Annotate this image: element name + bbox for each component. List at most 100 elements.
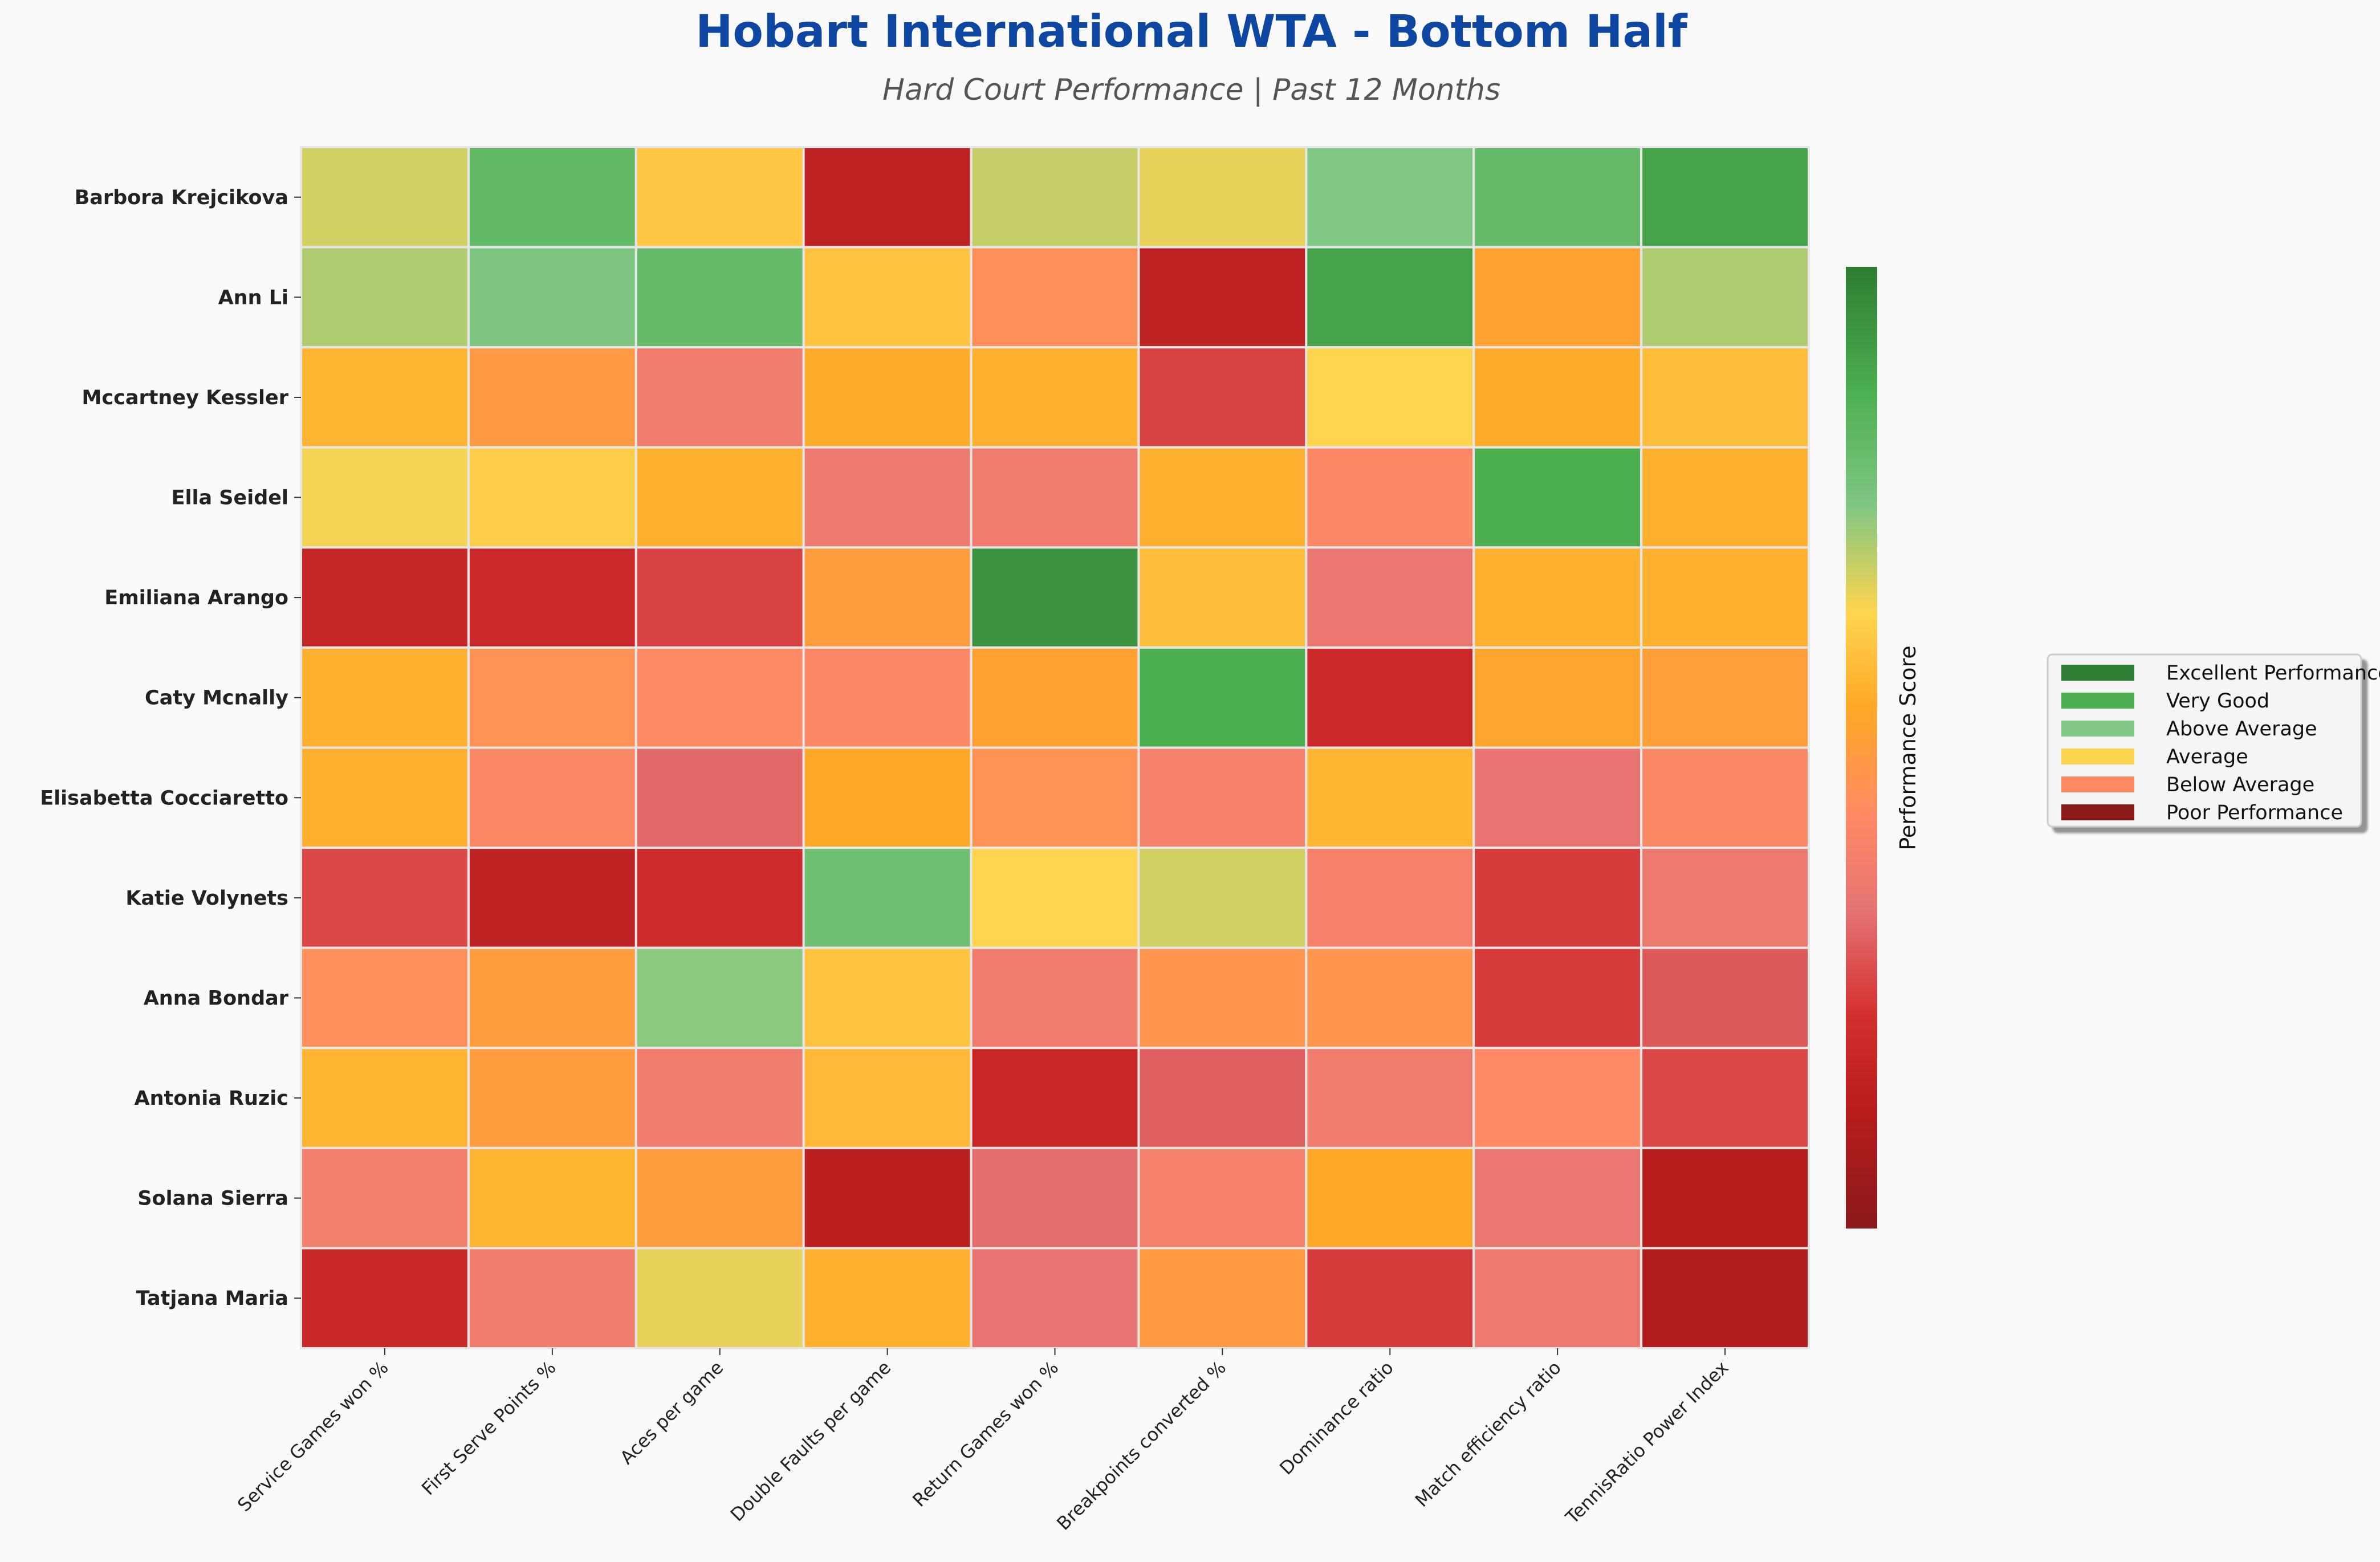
- legend-label: Average: [2166, 746, 2248, 768]
- row-label: Emiliana Arango: [104, 587, 288, 609]
- heatmap-cell: [1305, 746, 1475, 849]
- heatmap-cell: [802, 146, 973, 249]
- heatmap-cell: [300, 346, 470, 449]
- heatmap-cell: [1305, 1146, 1475, 1250]
- heatmap-cell: [1472, 1146, 1643, 1250]
- heatmap-cell: [467, 1247, 637, 1350]
- heatmap-cell: [1137, 346, 1308, 449]
- heatmap-cell: [1640, 246, 1810, 349]
- heatmap-cell: [802, 246, 973, 349]
- heatmap-cell: [1640, 1247, 1810, 1350]
- column-label: Match efficiency ratio: [1411, 1357, 1565, 1511]
- heatmap-cell: [467, 847, 637, 949]
- heatmap-cell: [1305, 346, 1475, 449]
- heatmap-cell: [970, 1247, 1140, 1350]
- heatmap-cell: [634, 946, 805, 1050]
- chart-subtitle: Hard Court Performance | Past 12 Months: [882, 73, 1500, 107]
- row-labels: Barbora Krejcikova Ann Li Mccartney Kessle…: [40, 186, 301, 1310]
- heatmap-cell: [467, 446, 637, 549]
- heatmap-cell: [1640, 646, 1810, 749]
- heatmap-cell: [1640, 346, 1810, 449]
- colorbar-label: Performance Score: [1895, 645, 1921, 850]
- legend-label: Excellent Performance: [2166, 662, 2380, 685]
- heatmap-cell: [634, 746, 805, 849]
- heatmap-cell: [1305, 646, 1475, 749]
- heatmap-cell: [802, 746, 973, 849]
- legend-swatch: [2061, 665, 2134, 681]
- heatmap-cell: [1137, 246, 1308, 349]
- heatmap-cell: [1472, 847, 1643, 949]
- heatmap-cell: [300, 146, 470, 249]
- heatmap-cell: [300, 446, 470, 549]
- heatmap-cell: [970, 646, 1140, 749]
- heatmap-cell: [802, 346, 973, 449]
- heatmap-cells: [300, 146, 1810, 1350]
- heatmap-cell: [300, 1247, 470, 1350]
- heatmap-cell: [1137, 946, 1308, 1050]
- heatmap-cell: [1472, 146, 1643, 249]
- heatmap-cell: [802, 446, 973, 549]
- column-label: Double Faults per game: [726, 1357, 895, 1526]
- column-labels: Service Games won % First Serve Points % A…: [233, 1348, 1733, 1535]
- heatmap-cell: [634, 346, 805, 449]
- heatmap-cell: [1305, 446, 1475, 549]
- legend-swatch: [2061, 721, 2134, 737]
- legend-label: Very Good: [2166, 690, 2269, 713]
- row-label: Anna Bondar: [144, 987, 289, 1010]
- heatmap-cell: [1137, 746, 1308, 849]
- heatmap-cell: [1305, 246, 1475, 349]
- heatmap-cell: [1472, 546, 1643, 649]
- heatmap-cell: [467, 946, 637, 1050]
- heatmap-cell: [1305, 847, 1475, 949]
- heatmap-cell: [1305, 146, 1475, 249]
- heatmap-cell: [300, 246, 470, 349]
- legend-swatch: [2061, 749, 2134, 764]
- heatmap-cell: [1137, 446, 1308, 549]
- heatmap-cell: [802, 1247, 973, 1350]
- heatmap-cell: [300, 746, 470, 849]
- heatmap-cell: [1472, 746, 1643, 849]
- heatmap-cell: [970, 546, 1140, 649]
- heatmap-cell: [467, 146, 637, 249]
- heatmap-cell: [634, 1047, 805, 1149]
- heatmap-cell: [970, 146, 1140, 249]
- heatmap-cell: [802, 546, 973, 649]
- colorbar: [1846, 267, 1877, 1229]
- heatmap-cell: [802, 946, 973, 1050]
- legend-label: Below Average: [2166, 774, 2314, 796]
- heatmap-cell: [1137, 847, 1308, 949]
- heatmap-cell: [634, 1247, 805, 1350]
- heatmap-cell: [1472, 1247, 1643, 1350]
- legend: Excellent Performance Very Good Above Aver…: [2047, 653, 2380, 828]
- row-label: Mccartney Kessler: [82, 387, 289, 409]
- heatmap-cell: [1472, 1047, 1643, 1149]
- heatmap-cell: [1472, 946, 1643, 1050]
- heatmap-cell: [300, 847, 470, 949]
- heatmap-cell: [300, 1146, 470, 1250]
- heatmap-cell: [1137, 1247, 1308, 1350]
- heatmap-cell: [970, 946, 1140, 1050]
- legend-swatch: [2061, 693, 2134, 709]
- heatmap-cell: [802, 1047, 973, 1149]
- heatmap-cell: [1305, 1047, 1475, 1149]
- heatmap-cell: [467, 546, 637, 649]
- row-label: Katie Volynets: [125, 887, 288, 910]
- heatmap-cell: [1640, 446, 1810, 549]
- legend-swatch: [2061, 804, 2134, 820]
- heatmap-cell: [467, 346, 637, 449]
- heatmap-cell: [300, 646, 470, 749]
- heatmap-cell: [970, 246, 1140, 349]
- heatmap-cell: [1137, 646, 1308, 749]
- row-label: Tatjana Maria: [136, 1287, 288, 1310]
- heatmap-cell: [970, 847, 1140, 949]
- row-label: Ella Seidel: [172, 487, 288, 510]
- column-label: Return Games won %: [908, 1357, 1063, 1511]
- heatmap-cell: [467, 1146, 637, 1250]
- row-label: Antonia Ruzic: [135, 1087, 288, 1110]
- heatmap-cell: [634, 146, 805, 249]
- heatmap-cell: [1640, 1146, 1810, 1250]
- row-label: Barbora Krejcikova: [75, 186, 288, 209]
- heatmap-cell: [467, 646, 637, 749]
- heatmap-cell: [1137, 146, 1308, 249]
- heatmap-cell: [1472, 346, 1643, 449]
